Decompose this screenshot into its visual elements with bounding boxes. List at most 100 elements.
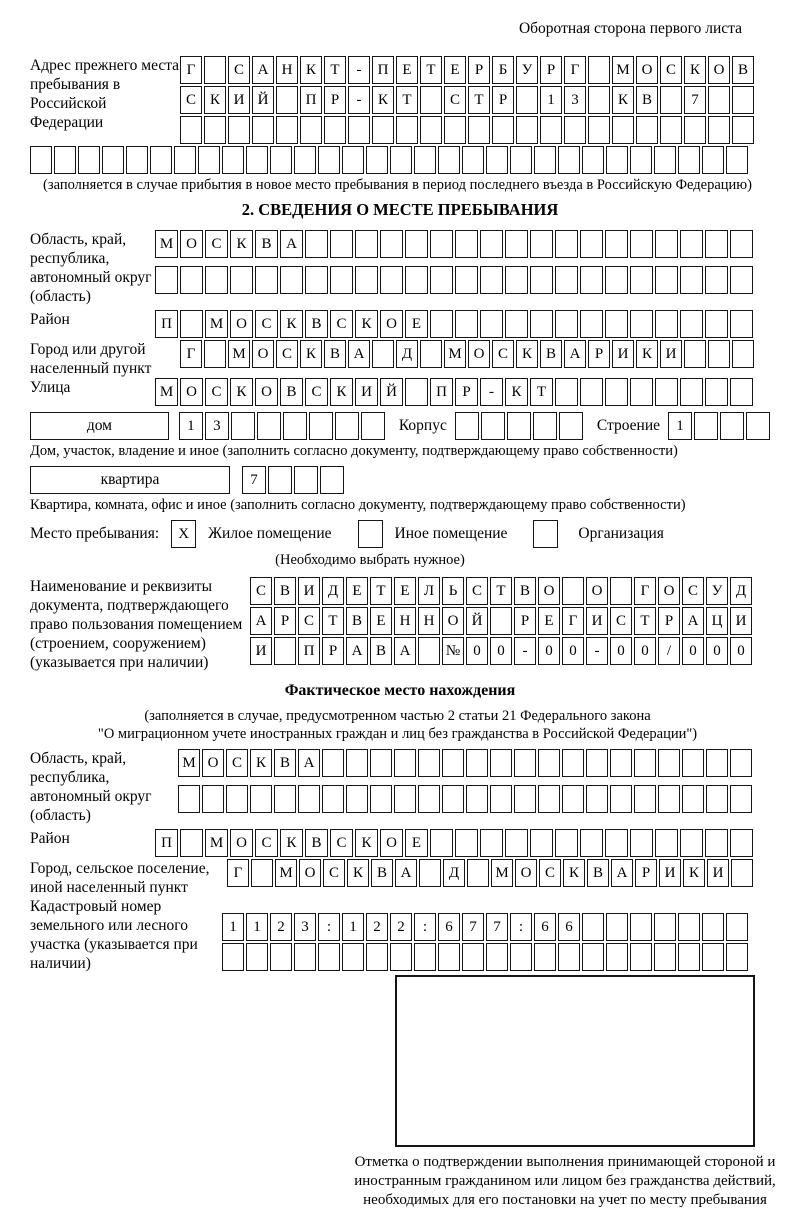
char-box: -	[480, 378, 503, 406]
char-box: 1	[342, 913, 364, 941]
char-box	[655, 378, 678, 406]
char-box: С	[330, 829, 353, 857]
char-box	[480, 412, 505, 440]
char-box: А	[280, 230, 303, 258]
char-box	[555, 266, 578, 294]
char-box: Г	[564, 56, 586, 84]
char-box: Р	[514, 607, 536, 635]
char-box: Й	[380, 378, 403, 406]
char-box	[394, 749, 416, 777]
char-box	[505, 829, 528, 857]
char-box: М	[205, 829, 228, 857]
char-box: :	[414, 913, 436, 941]
char-box	[360, 412, 385, 440]
char-box: -	[348, 56, 370, 84]
city-label: Город или другой населенный пункт	[30, 341, 152, 377]
residential-checkbox: X	[171, 520, 197, 548]
char-box	[419, 859, 441, 887]
char-box: 2	[366, 913, 388, 941]
char-box: К	[563, 859, 585, 887]
char-box	[486, 943, 508, 971]
char-box	[330, 230, 353, 258]
char-box	[438, 943, 460, 971]
char-box	[346, 749, 368, 777]
char-box	[490, 785, 512, 813]
char-box: О	[180, 230, 203, 258]
house-box: дом	[30, 412, 169, 440]
char-box	[702, 146, 724, 174]
char-box: К	[355, 829, 378, 857]
form-back-page: Оборотная сторона первого листа Адрес пр…	[30, 20, 776, 1208]
char-box: Р	[540, 56, 562, 84]
char-box	[228, 116, 250, 144]
char-box	[606, 913, 628, 941]
char-box	[180, 116, 202, 144]
char-box: М	[155, 378, 178, 406]
char-box	[318, 943, 340, 971]
stamp-area: Отметка о подтверждении выполнения прини…	[30, 975, 776, 1210]
char-box	[630, 310, 653, 338]
prev-address-row-3	[180, 116, 770, 144]
char-box	[342, 943, 364, 971]
char-box	[730, 829, 753, 857]
char-box	[680, 310, 703, 338]
char-box: О	[380, 829, 403, 857]
char-box: М	[491, 859, 513, 887]
char-box	[530, 829, 553, 857]
char-box	[682, 749, 704, 777]
char-box: О	[299, 859, 321, 887]
char-box	[530, 266, 553, 294]
char-box: Р	[322, 637, 344, 665]
char-box	[204, 56, 226, 84]
char-box: С	[255, 310, 278, 338]
char-box	[222, 146, 244, 174]
char-box	[730, 749, 752, 777]
char-box	[230, 266, 253, 294]
char-box: Р	[658, 607, 680, 635]
char-box: С	[205, 378, 228, 406]
char-box	[605, 230, 628, 258]
char-box	[606, 146, 628, 174]
char-box: 0	[466, 637, 488, 665]
char-box: 0	[730, 637, 752, 665]
char-box	[610, 577, 632, 605]
char-box	[555, 230, 578, 258]
char-box	[505, 266, 528, 294]
char-box: 0	[562, 637, 584, 665]
char-box: В	[540, 340, 562, 368]
char-box	[636, 116, 658, 144]
char-box	[294, 466, 318, 494]
char-box: Е	[346, 577, 368, 605]
organization-checkbox	[533, 520, 559, 548]
char-box: В	[346, 607, 368, 635]
document-label: Наименование и реквизиты документа, подт…	[30, 578, 243, 671]
char-box	[658, 785, 680, 813]
char-box	[366, 146, 388, 174]
char-box	[630, 913, 652, 941]
char-box: В	[587, 859, 609, 887]
char-box	[222, 943, 244, 971]
char-box	[538, 785, 560, 813]
house-caption: Дом, участок, владение и иное (заполнить…	[30, 443, 678, 459]
char-box	[480, 310, 503, 338]
char-box	[680, 230, 703, 258]
char-box: 3	[204, 412, 229, 440]
char-box: И	[707, 859, 729, 887]
char-box	[414, 146, 436, 174]
char-box: С	[444, 86, 466, 114]
char-box: А	[252, 56, 274, 84]
char-box	[204, 116, 226, 144]
char-box	[516, 86, 538, 114]
char-box	[355, 266, 378, 294]
document-field: Наименование и реквизиты документа, подт…	[30, 577, 770, 672]
char-box: С	[255, 829, 278, 857]
char-box	[540, 116, 562, 144]
char-box: П	[372, 56, 394, 84]
char-box	[588, 116, 610, 144]
char-box	[414, 943, 436, 971]
char-box: С	[660, 56, 682, 84]
